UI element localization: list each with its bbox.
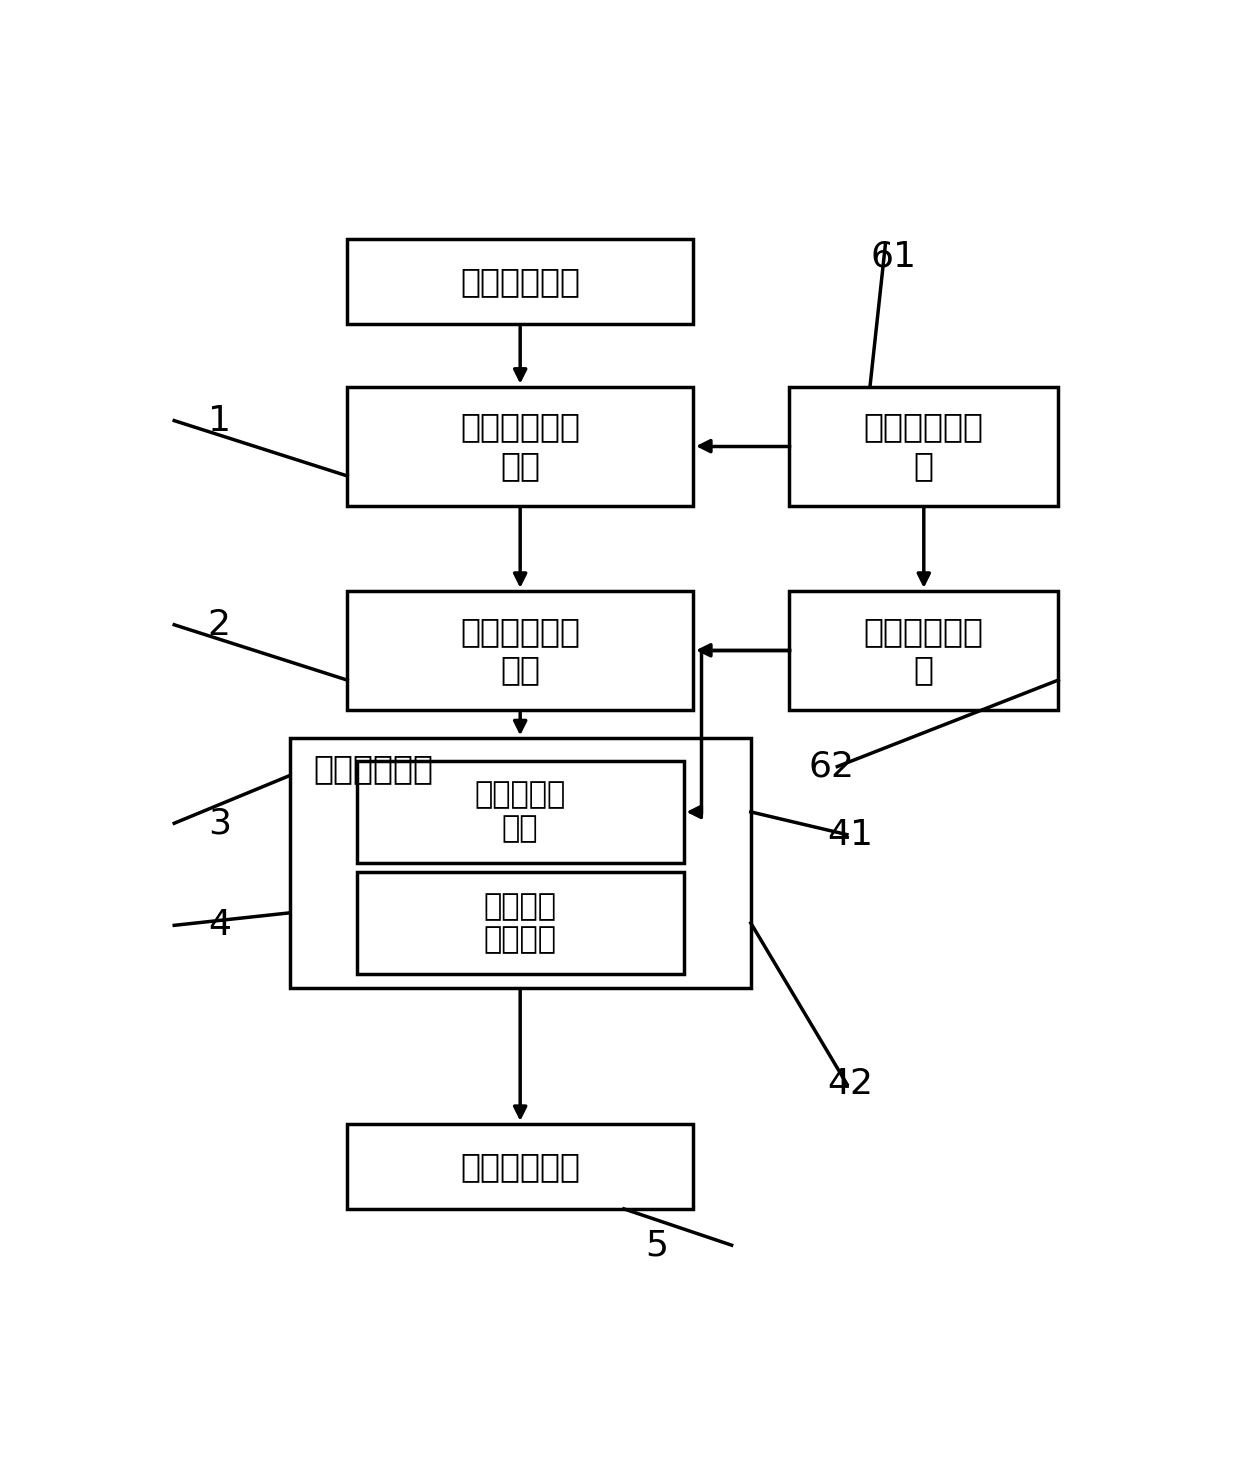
Text: 2: 2 <box>208 608 231 642</box>
Text: 砂轮架回退
模块: 砂轮架回退 模块 <box>475 781 565 843</box>
Text: 61: 61 <box>870 239 916 273</box>
Text: 可编程逻辑控
制器: 可编程逻辑控 制器 <box>460 411 580 482</box>
Text: 数控机床控制
单元: 数控机床控制 单元 <box>460 614 580 686</box>
Text: 4: 4 <box>208 909 231 943</box>
Text: 62: 62 <box>808 750 854 784</box>
Text: 1: 1 <box>208 404 231 437</box>
Text: 不间断充电电
池: 不间断充电电 池 <box>864 411 983 482</box>
Bar <box>290 738 750 988</box>
Bar <box>347 591 693 710</box>
Bar <box>357 872 683 974</box>
Text: 5: 5 <box>645 1228 668 1262</box>
Text: 断电检测信号: 断电检测信号 <box>460 265 580 298</box>
Text: 42: 42 <box>828 1066 874 1102</box>
Text: 3: 3 <box>208 806 231 840</box>
Bar <box>347 386 693 505</box>
Text: 不间断电源单
元: 不间断电源单 元 <box>864 614 983 686</box>
Text: 41: 41 <box>828 818 874 851</box>
Bar <box>347 239 693 324</box>
Bar <box>789 591 1059 710</box>
Bar <box>357 762 683 863</box>
Text: 伺服驱动模块: 伺服驱动模块 <box>314 751 434 785</box>
Text: 进给伺服电机: 进给伺服电机 <box>460 1150 580 1183</box>
Bar <box>347 1124 693 1209</box>
Text: 伺服电机
电容模块: 伺服电机 电容模块 <box>484 891 557 955</box>
Bar <box>789 386 1059 505</box>
